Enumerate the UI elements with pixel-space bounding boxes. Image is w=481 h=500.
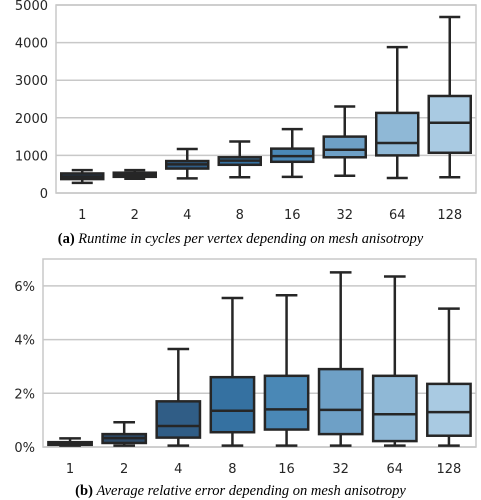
box-body	[263, 374, 310, 431]
box-body	[426, 382, 472, 437]
xtick-label-b-1: 2	[120, 462, 128, 477]
ytick-label-a-1: 1000	[15, 149, 48, 164]
xtick-label-a-2: 4	[183, 208, 191, 223]
xtick-label-b-3: 8	[228, 462, 236, 477]
xtick-label-a-3: 8	[236, 208, 244, 223]
box-body	[155, 400, 202, 439]
box-b-2	[101, 421, 148, 447]
ytick-label-a-2: 2000	[15, 112, 48, 127]
xtick-label-a-6: 64	[389, 208, 406, 223]
caption-b-text: Average relative error depending on mesh…	[96, 483, 407, 499]
xtick-label-a-1: 2	[131, 208, 139, 223]
box-a-32	[322, 105, 367, 177]
box-a-64	[375, 45, 420, 180]
box-body	[317, 367, 364, 436]
box-b-8	[209, 296, 256, 447]
plot-frame-b	[42, 258, 477, 448]
ytick-label-a-0: 0	[40, 187, 48, 202]
ytick-label-b-2: 4%	[14, 334, 35, 349]
box-b-128	[426, 307, 472, 447]
xtick-label-a-0: 1	[78, 208, 86, 223]
box-body	[375, 111, 420, 157]
xtick-label-b-2: 4	[174, 462, 182, 477]
caption-b: (b) Average relative error depending on …	[75, 483, 406, 499]
box-body	[209, 375, 256, 434]
caption-a: (a) Runtime in cycles per vertex dependi…	[58, 231, 424, 247]
box-a-128	[427, 15, 472, 179]
ytick-label-a-5: 5000	[15, 0, 48, 14]
xtick-label-b-5: 32	[332, 462, 349, 477]
box-body	[427, 94, 472, 155]
xtick-label-b-0: 1	[66, 462, 74, 477]
box-b-4	[155, 347, 202, 447]
caption-a-label: (a)	[58, 231, 75, 247]
xtick-label-a-7: 128	[437, 208, 462, 223]
box-b-16	[263, 294, 310, 447]
xtick-label-b-6: 64	[387, 462, 404, 477]
box-a-16	[270, 127, 315, 179]
box-a-1	[60, 168, 105, 185]
box-a-8	[217, 140, 262, 179]
box-a-2	[112, 168, 157, 180]
chart-a: 0 1000 2000 3000 4000 5000 1 2 4 8 16 32 64 128	[15, 0, 477, 223]
box-body	[371, 374, 418, 443]
xtick-label-a-4: 16	[284, 208, 301, 223]
box-body	[322, 135, 367, 159]
ytick-label-b-3: 6%	[14, 280, 35, 295]
box-b-1	[47, 437, 93, 447]
box-a-4	[165, 147, 210, 180]
xtick-label-b-7: 128	[437, 462, 462, 477]
ytick-label-a-3: 3000	[15, 74, 48, 89]
ytick-label-a-4: 4000	[15, 37, 48, 52]
xtick-label-b-4: 16	[278, 462, 295, 477]
caption-b-label: (b)	[75, 483, 93, 499]
box-b-32	[317, 271, 364, 447]
chart-b: 0% 2% 4% 6% 1 2 4 8 16 32 64 128	[14, 258, 477, 477]
ytick-label-b-0: 0%	[14, 441, 35, 456]
xtick-label-a-5: 32	[336, 208, 353, 223]
caption-a-text: Runtime in cycles per vertex depending o…	[77, 231, 424, 247]
plot-frame-a	[55, 4, 477, 194]
box-b-64	[371, 275, 418, 447]
ytick-label-b-1: 2%	[14, 387, 35, 402]
